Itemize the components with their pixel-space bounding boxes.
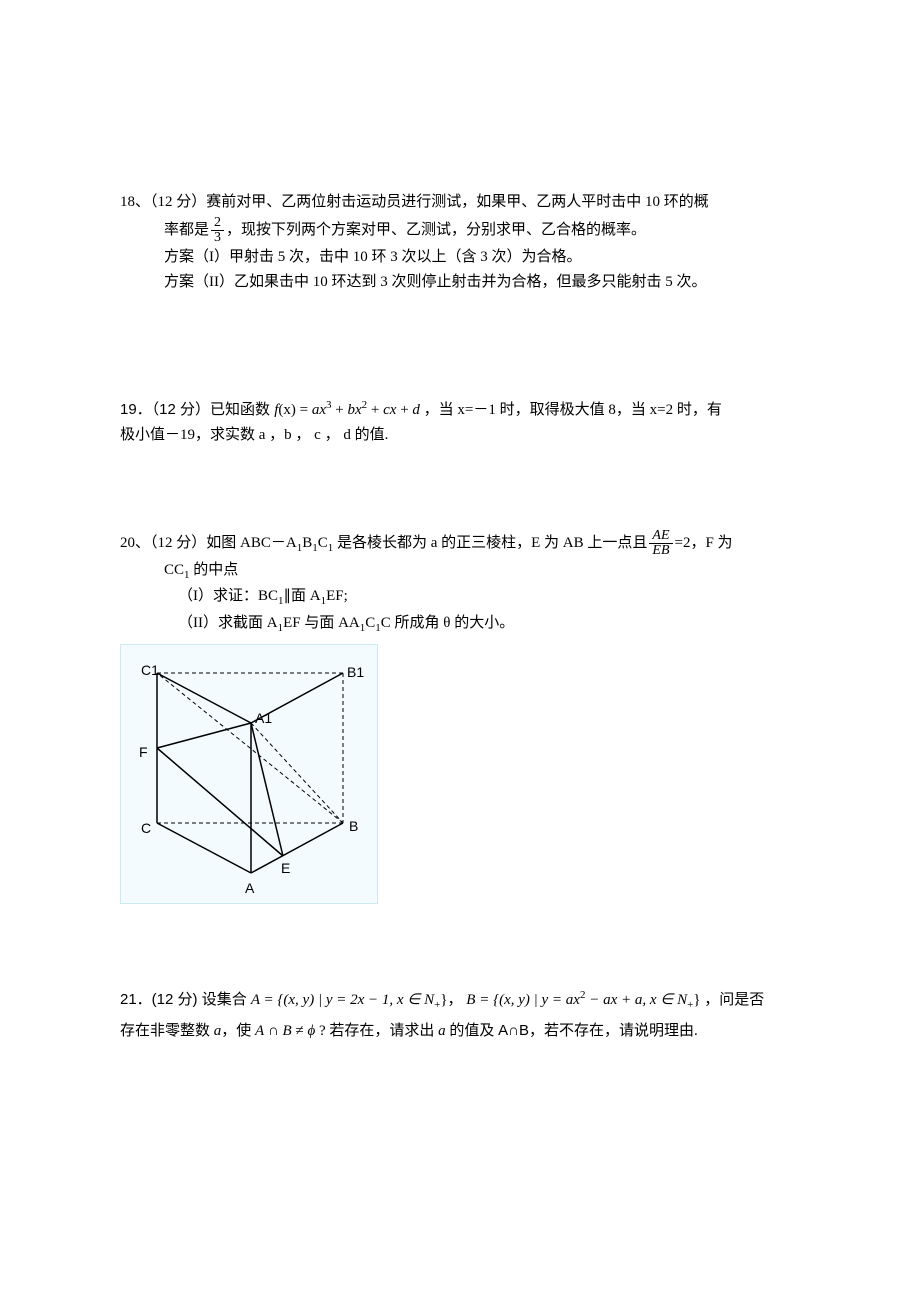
edge-ca: [157, 823, 251, 873]
B: B: [283, 1023, 292, 1039]
text: ，现按下列两个方案对甲、乙测试，分别求甲、乙合格的概率。: [226, 221, 646, 237]
setB: }: [693, 992, 700, 1008]
plus: +: [367, 402, 383, 418]
label-e: E: [281, 857, 290, 881]
edge-b-c1: [157, 673, 343, 823]
prism-diagram: C1 B1 A1 F C B E A: [120, 644, 378, 904]
text: 是各棱长都为 a 的正三棱柱，E 为 AB 上一点且: [333, 534, 647, 550]
p18-line2: 率都是23，现按下列两个方案对甲、乙测试，分别求甲、乙合格的概率。: [120, 216, 810, 245]
p18-line3: 方案（I）甲射击 5 次，击中 10 环 3 次以上（含 3 次）为合格。: [120, 245, 810, 271]
AB: A∩B: [498, 1022, 529, 1039]
text: 的中点: [190, 562, 239, 578]
text: ? 若存在，请求出: [315, 1023, 438, 1039]
label-c1: C1: [141, 659, 159, 683]
text: （II）求截面 A: [178, 615, 278, 631]
setA: }: [440, 992, 447, 1008]
p19-line2: 极小值－19，求实数 a ，b ， c ， d 的值.: [120, 423, 810, 449]
text: 率都是: [164, 221, 209, 237]
edge-a1b: [251, 723, 343, 823]
a: a: [438, 1023, 446, 1039]
problem-20: 20、（12 分）如图 ABC－A1B1C1 是各棱长都为 a 的正三棱柱，E …: [120, 529, 810, 904]
p18-line1: 18、（12 分）赛前对甲、乙两位射击运动员进行测试，如果甲、乙两人平时击中 1…: [120, 190, 810, 216]
text: ，: [448, 992, 463, 1008]
label-f: F: [139, 741, 148, 765]
text: ，若不存在，请说明理由.: [529, 1023, 698, 1039]
text: EF;: [326, 588, 348, 604]
problem-19: 19．（12 分）已知函数 f(x) = ax3 + bx2 + cx + d …: [120, 396, 810, 449]
fraction-ae-eb: AEEB: [649, 529, 672, 558]
text: EF 与面 AA: [283, 615, 360, 631]
label-a: A: [245, 877, 254, 901]
p20-line2: CC1 的中点: [120, 558, 810, 585]
denominator: 3: [211, 231, 224, 245]
text: C: [365, 615, 375, 631]
cx: cx: [383, 402, 396, 418]
A: A: [255, 1023, 264, 1039]
setB: B = {(x, y) | y = ax: [466, 992, 580, 1008]
text: 方案（II）乙如果击中 10 环达到 3 次则停止射击并为合格，但最多只能射击 …: [164, 274, 707, 290]
ax: ax: [312, 402, 326, 418]
text: C 所成角 θ 的大小。: [381, 615, 514, 631]
text: ，问是否: [701, 992, 765, 1008]
text: ，当 x=－1 时，取得极大值 8，当 x=2 时，有: [420, 402, 722, 418]
p19-line1: 19．（12 分）已知函数 f(x) = ax3 + bx2 + cx + d …: [120, 396, 810, 424]
p20-line1: 20、（12 分）如图 ABC－A1B1C1 是各棱长都为 a 的正三棱柱，E …: [120, 529, 810, 558]
numerator: 2: [211, 216, 224, 231]
plus: +: [332, 402, 348, 418]
text: =2，F 为: [675, 534, 733, 550]
label-c: C: [141, 817, 151, 841]
edge-a1e: [251, 723, 283, 856]
text: ∥面 A: [284, 588, 321, 604]
label-b1: B1: [347, 661, 364, 685]
d: d: [412, 402, 420, 418]
numerator: AE: [649, 529, 672, 544]
p18-line4: 方案（II）乙如果击中 10 环达到 3 次则停止射击并为合格，但最多只能射击 …: [120, 270, 810, 296]
setA: A = {(x, y) | y = 2x − 1, x ∈ N: [251, 992, 434, 1008]
text: CC: [164, 562, 184, 578]
text: 20、（12 分）如图 ABC－A: [120, 534, 297, 550]
text: B: [302, 534, 312, 550]
text: 存在非零整数: [120, 1023, 214, 1039]
text: （I）求证：BC: [178, 588, 278, 604]
text: 18、（12 分）赛前对甲、乙两位射击运动员进行测试，如果甲、乙两人平时击中 1…: [120, 194, 709, 210]
neq: ≠: [292, 1023, 308, 1039]
edge-fe: [157, 748, 283, 856]
setB: − ax + a, x ∈ N: [585, 992, 687, 1008]
cap: ∩: [264, 1023, 282, 1039]
p20-line3: （I）求证：BC1∥面 A1EF;: [120, 584, 810, 611]
label-b: B: [349, 815, 358, 839]
label-a1: A1: [255, 707, 272, 731]
bx: bx: [347, 402, 361, 418]
text: C: [318, 534, 328, 550]
denominator: EB: [649, 544, 672, 558]
edge-ba: [251, 823, 343, 873]
text: 21．(12 分) 设集合: [120, 991, 251, 1008]
text: 极小值－19，求实数 a ，b ， c ， d 的值.: [120, 427, 388, 443]
arg: (x) =: [278, 402, 311, 418]
text: 方案（I）甲射击 5 次，击中 10 环 3 次以上（含 3 次）为合格。: [164, 249, 582, 265]
p20-line4: （II）求截面 A1EF 与面 AA1C1C 所成角 θ 的大小。: [120, 611, 810, 638]
text: 19．（12 分）已知函数: [120, 401, 274, 418]
text: ，使: [221, 1023, 255, 1039]
prism-svg: [121, 645, 379, 905]
fraction-2-3: 23: [211, 216, 224, 245]
p21-line1: 21．(12 分) 设集合 A = {(x, y) | y = 2x − 1, …: [120, 984, 810, 1016]
edge-c1a1: [157, 673, 251, 723]
problem-18: 18、（12 分）赛前对甲、乙两位射击运动员进行测试，如果甲、乙两人平时击中 1…: [120, 190, 810, 296]
problem-21: 21．(12 分) 设集合 A = {(x, y) | y = 2x − 1, …: [120, 984, 810, 1046]
plus: +: [396, 402, 412, 418]
p21-line2: 存在非零整数 a，使 A ∩ B ≠ ϕ ? 若存在，请求出 a 的值及 A∩B…: [120, 1016, 810, 1046]
edge-fa1: [157, 723, 251, 748]
text: 的值及: [446, 1023, 499, 1039]
